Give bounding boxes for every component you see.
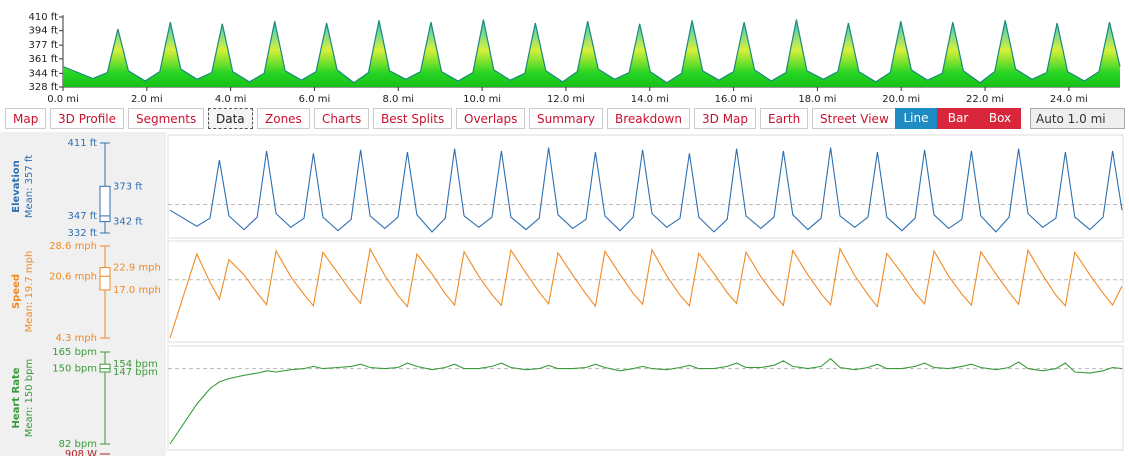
y-tick-label: 328 ft [28,82,58,93]
view-mode-button[interactable]: Box [979,108,1021,129]
tab[interactable]: Street View [812,108,897,129]
box [99,363,111,373]
tab[interactable]: Earth [760,108,809,129]
tab[interactable]: Segments [128,108,205,129]
tab[interactable]: Best Splits [373,108,453,129]
stat-label: 165 bpm [52,347,97,358]
x-tick-label: 24.0 mi [1050,94,1088,105]
series-line [169,247,1123,339]
x-tick-label: 18.0 mi [798,94,836,105]
tab[interactable]: Charts [314,108,370,129]
x-tick-label: 20.0 mi [882,94,920,105]
stat-label: 20.6 mph [49,271,97,282]
y-tick-label: 410 ft [28,12,58,23]
x-tick-label: 12.0 mi [547,94,585,105]
box [99,267,111,291]
profile-area [63,19,1120,88]
y-tick-label: 344 ft [28,68,58,79]
x-tick-label: 16.0 mi [715,94,753,105]
y-tick-label: 361 ft [28,54,58,65]
x-tick-label: 14.0 mi [631,94,669,105]
stat-label: 17.0 mph [113,285,161,296]
series-line [169,357,1123,445]
view-mode-button[interactable]: Bar [937,108,979,129]
x-tick-label: 6.0 mi [299,94,331,105]
x-tick-label: 8.0 mi [382,94,414,105]
plot-area [167,345,1124,451]
stat-label: 147 bpm [113,367,158,378]
tab[interactable]: Summary [529,108,603,129]
x-tick-label: 10.0 mi [463,94,501,105]
stat-label: 154 bpm [113,359,158,370]
panel-mean: Mean: 150 bpm [24,359,35,438]
tab[interactable]: Map [5,108,47,129]
profile-line [62,19,1121,84]
x-tick-label: 4.0 mi [215,94,247,105]
panel-mean: Mean: 357 ft [24,155,35,218]
panel-title: Speed [11,274,22,309]
tab[interactable]: 3D Profile [50,108,125,129]
profile-chart: 410 ft 394 ft 377 ft 361 ft 344 ft 328 ft0.0 … [28,12,1121,105]
stat-label: 150 bpm [52,364,97,375]
stat-label: 342 ft [113,217,143,228]
view-mode-button[interactable]: Line [895,108,937,129]
plot-area [167,134,1124,239]
panel-title: Elevation [11,160,22,213]
y-tick-label: 377 ft [28,40,58,51]
x-tick-label: 22.0 mi [966,94,1004,105]
stat-label: 347 ft [67,211,97,222]
stat-label: 28.6 mph [49,241,97,252]
x-tick-label: 0.0 mi [47,94,79,105]
y-tick-label: 394 ft [28,26,58,37]
interval-dropdown[interactable]: Auto 1.0 mi [1030,108,1125,129]
tab[interactable]: Zones [257,108,310,129]
box [99,185,111,223]
x-tick-label: 2.0 mi [131,94,163,105]
stat-label: 373 ft [113,181,143,192]
axis-column [0,132,166,456]
toolbar: Map 3D Profile Segments Data Zones Charts Best… [0,107,1129,132]
data-panels: Elevation Mean: 357 ft 411 ft 347 ft 332 ft 3… [0,132,1124,456]
panel-mean: Mean: 19.7 mph [24,251,35,333]
stat-label: 22.9 mph [113,263,161,274]
stat-label: 332 ft [67,228,97,239]
tab[interactable]: 3D Map [694,108,757,129]
stat-label: 4.3 mph [55,333,97,344]
tab[interactable]: Breakdown [607,108,690,129]
tab[interactable]: Data [208,108,253,129]
stat-label: 908 W [65,449,97,456]
stat-label: 82 bpm [59,439,97,450]
panel-title: Heart Rate [11,367,22,428]
series-line [169,147,1123,233]
stat-label: 411 ft [67,138,97,149]
tab[interactable]: Overlaps [456,108,526,129]
